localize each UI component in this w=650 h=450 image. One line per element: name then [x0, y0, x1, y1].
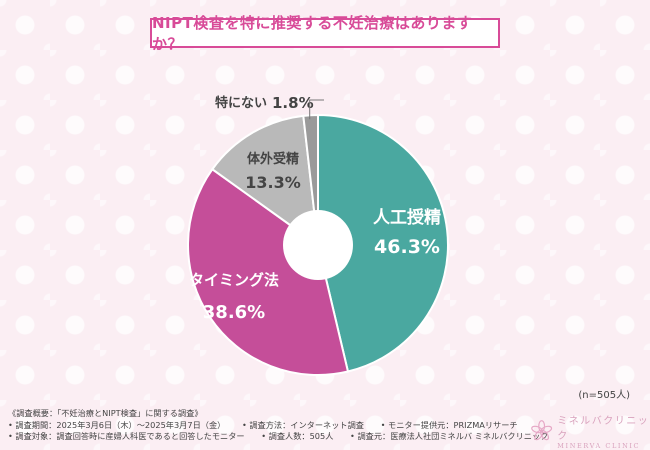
survey-notes: 《調査概要：「不妊治療とNIPT検査」に関する調査》 • 調査期間：2025年3… [8, 408, 548, 443]
leader-line-特にない [309, 99, 324, 120]
pie-slice-体外受精 [210, 114, 320, 248]
slice-label-体外受精: 体外受精 [247, 151, 299, 167]
slice-label-タイミング法: タイミング法 [189, 271, 279, 289]
survey-period: • 調査期間：2025年3月6日（木）～2025年3月7日（金） [8, 419, 226, 430]
brand-name-en: MINERVA CLINIC [557, 442, 641, 450]
sample-size: (n=505人) [578, 390, 630, 401]
slice-value-特にない: 1.8% [272, 94, 314, 112]
brand-name-jp: ミネルバクリニック [557, 416, 650, 442]
survey-target: • 調査対象：調査回答時に産婦人科医であると回答したモニター [8, 431, 245, 441]
survey-source: • 調査元：医療法人社団ミネルバ ミネルバクリニック [350, 431, 549, 441]
survey-count: • 調査人数：505人 [261, 431, 334, 441]
pie-slice-タイミング法 [187, 167, 350, 376]
donut-hole [283, 210, 353, 280]
pie-slice-人工授精 [317, 113, 449, 373]
slice-value-人工授精: 46.3% [374, 236, 440, 258]
slice-value-タイミング法: 38.6% [203, 302, 265, 323]
survey-method: • 調査方法：インターネット調査 [241, 419, 364, 430]
chart-title: NIPT検査を特に推奨する不妊治療はありますか？ [150, 14, 500, 53]
survey-provider: • モニター提供元：PRIZMAリサーチ [380, 419, 518, 430]
slice-value-体外受精: 13.3% [245, 173, 301, 192]
slice-label-人工授精: 人工授精 [373, 207, 441, 228]
pink-flower-logo-icon [531, 420, 553, 441]
survey-notes-heading: 《調査概要：「不妊治療とNIPT検査」に関する調査》 [8, 408, 203, 418]
slice-label-特にない: 特にない [215, 95, 267, 111]
clinic-brand: ミネルバクリニック MINERVA CLINIC [530, 412, 650, 450]
